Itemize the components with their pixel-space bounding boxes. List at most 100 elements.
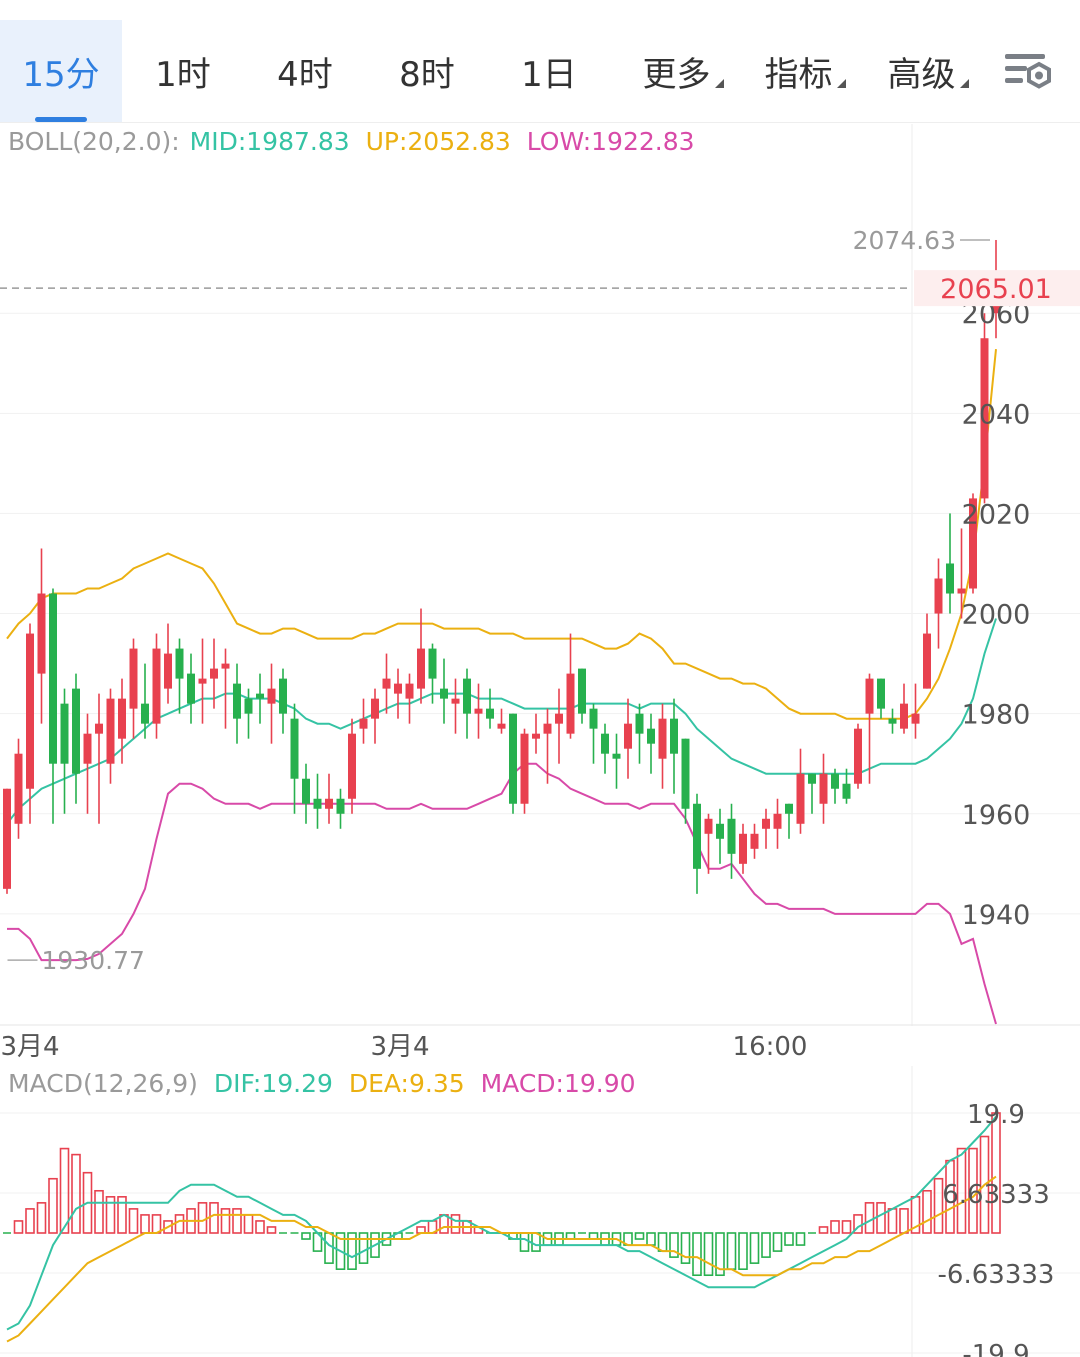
- dropdown-corner-icon: [714, 78, 724, 88]
- y-tick-label: 19.9: [967, 1100, 1025, 1130]
- candle-body: [658, 718, 667, 759]
- macd-histogram-bar: [864, 1202, 875, 1234]
- candle-body: [382, 678, 391, 689]
- candle-body: [175, 648, 184, 679]
- candle-body: [256, 693, 264, 699]
- macd-histogram-bar: [784, 1232, 794, 1246]
- candle-body: [831, 773, 839, 789]
- candle-body: [520, 733, 529, 804]
- macd-histogram-bar: [94, 1189, 104, 1234]
- candle-body: [785, 803, 793, 814]
- tab-advanced[interactable]: 高级: [873, 20, 983, 122]
- candle-body: [969, 498, 977, 589]
- macd-histogram-bar: [71, 1153, 81, 1234]
- macd-histogram-bar: [968, 1147, 978, 1234]
- boll-low-value: LOW:1922.83: [526, 127, 695, 156]
- y-tick-label: -6.63333: [938, 1260, 1055, 1290]
- candle-body: [279, 678, 287, 714]
- candle-body: [877, 678, 885, 709]
- macd-chart[interactable]: 19.9 6.63333 -6.63333 -19.9: [0, 1066, 1080, 1357]
- macd-histogram-bar: [358, 1232, 369, 1264]
- macd-histogram-bar: [48, 1177, 58, 1234]
- candle-body: [900, 703, 908, 729]
- candle-body: [681, 738, 690, 809]
- candle-body: [509, 713, 517, 804]
- tab-15min[interactable]: 15分: [0, 20, 122, 122]
- candle-body: [152, 648, 161, 724]
- candle-body: [348, 733, 356, 799]
- candle-body: [233, 683, 241, 719]
- macd-value: MACD:19.90: [480, 1069, 636, 1098]
- candle-body: [267, 688, 276, 704]
- x-tick-label: 3月4: [370, 1032, 429, 1062]
- tab-label: 指标: [764, 54, 833, 95]
- candle-body: [727, 818, 736, 854]
- macd-histogram-bar: [220, 1208, 231, 1234]
- candle-body: [60, 703, 69, 764]
- macd-histogram-bar: [749, 1232, 760, 1264]
- candle-body: [854, 728, 862, 784]
- y-tick-label: 6.63333: [942, 1180, 1050, 1210]
- candle-body: [95, 723, 103, 734]
- macd-histogram-bar: [795, 1232, 806, 1246]
- macd-histogram-bar: [370, 1232, 380, 1258]
- candle-body: [72, 688, 80, 774]
- macd-histogram-bar: [59, 1147, 70, 1234]
- macd-histogram-bar: [128, 1208, 139, 1234]
- macd-histogram-bar: [347, 1232, 357, 1270]
- tab-indicators[interactable]: 指标: [750, 20, 860, 122]
- x-tick-label: 16:00: [733, 1032, 808, 1062]
- candle-body: [302, 778, 310, 804]
- y-tick-label: 1940: [962, 900, 1031, 931]
- tab-4h[interactable]: 4时: [244, 20, 366, 122]
- macd-histogram-bar: [887, 1208, 898, 1234]
- candle-body: [14, 753, 23, 824]
- macd-histogram-bar: [830, 1220, 840, 1234]
- macd-dif-value: DIF:19.29: [213, 1069, 333, 1098]
- macd-histogram-bar: [25, 1208, 35, 1234]
- macd-histogram-bar: [991, 1112, 1001, 1234]
- candle-body: [37, 593, 46, 674]
- candle-body: [589, 708, 598, 729]
- candle-body: [578, 668, 586, 714]
- macd-histogram-bar: [531, 1232, 541, 1252]
- candle-body: [405, 683, 414, 699]
- candle-body: [371, 698, 379, 719]
- y-tick-label: 2040: [962, 399, 1031, 430]
- candle-body: [739, 833, 747, 864]
- tab-label: 8时: [399, 54, 455, 95]
- macd-histogram-bar: [324, 1232, 334, 1264]
- boll-low-line: [7, 762, 997, 1025]
- candle-body: [601, 733, 609, 754]
- low-price-label: 1930.77: [42, 946, 145, 975]
- tab-more[interactable]: 更多: [628, 20, 738, 122]
- tab-8h[interactable]: 8时: [366, 20, 488, 122]
- macd-histogram-bar: [772, 1232, 783, 1252]
- candle-body: [624, 723, 632, 749]
- chart-settings-icon[interactable]: [1003, 50, 1055, 94]
- candle-body: [129, 648, 138, 709]
- tab-1d[interactable]: 1日: [488, 20, 610, 122]
- candle-body: [106, 698, 115, 764]
- timeframe-tab-bar: 15分 1时 4时 8时 1日 更多 指标 高级: [0, 0, 1080, 123]
- macd-histogram-bar: [933, 1177, 944, 1234]
- macd-legend: MACD(12,26,9) DIF:19.29 DEA:9.35 MACD:19…: [8, 1069, 644, 1098]
- time-axis: 3月4 3月4 16:00: [0, 1032, 808, 1062]
- tab-1h[interactable]: 1时: [122, 20, 244, 122]
- candle-body: [428, 648, 437, 679]
- macd-histogram-bar: [726, 1232, 737, 1270]
- candle-body: [3, 788, 11, 889]
- candle-body: [440, 688, 448, 699]
- macd-histogram-bar: [105, 1196, 116, 1234]
- macd-histogram-bar: [738, 1232, 748, 1270]
- macd-histogram-bar: [209, 1202, 219, 1234]
- candle-body: [946, 563, 954, 594]
- candle-body: [290, 718, 299, 779]
- candle-body: [198, 678, 207, 684]
- candle-body: [164, 653, 172, 689]
- dropdown-corner-icon: [836, 78, 846, 88]
- candle-body: [888, 718, 897, 724]
- y-tick-label: 2020: [962, 499, 1031, 530]
- candle-body: [647, 728, 655, 744]
